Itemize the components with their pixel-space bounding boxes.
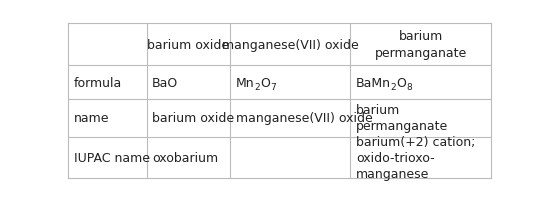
Text: barium
permanganate: barium permanganate [375, 30, 467, 60]
Text: BaO: BaO [152, 76, 178, 89]
Text: barium
permanganate: barium permanganate [356, 104, 448, 133]
Text: formula: formula [74, 76, 122, 89]
Text: manganese(VII) oxide: manganese(VII) oxide [222, 39, 359, 52]
Text: 2: 2 [391, 83, 396, 92]
Text: 8: 8 [406, 83, 412, 92]
Text: oxobarium: oxobarium [152, 151, 218, 164]
Text: barium oxide: barium oxide [152, 112, 234, 125]
Text: O: O [396, 76, 406, 89]
Text: name: name [74, 112, 109, 125]
Text: BaMn: BaMn [356, 76, 391, 89]
Text: Mn: Mn [236, 76, 254, 89]
Text: barium oxide: barium oxide [147, 39, 229, 52]
Text: 7: 7 [270, 83, 276, 92]
Text: manganese(VII) oxide: manganese(VII) oxide [236, 112, 372, 125]
Text: barium(+2) cation;
oxido-trioxo-
manganese: barium(+2) cation; oxido-trioxo- mangane… [356, 135, 475, 180]
Text: O: O [260, 76, 270, 89]
Text: 2: 2 [254, 83, 260, 92]
Text: IUPAC name: IUPAC name [74, 151, 150, 164]
